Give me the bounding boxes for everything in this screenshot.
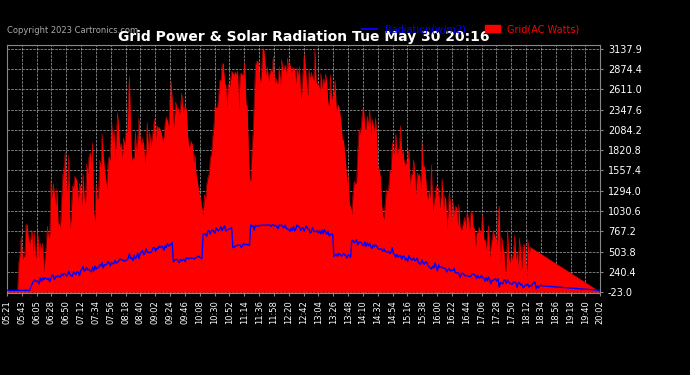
Legend: Radiation(w/m2), Grid(AC Watts): Radiation(w/m2), Grid(AC Watts) bbox=[359, 20, 584, 38]
Title: Grid Power & Solar Radiation Tue May 30 20:16: Grid Power & Solar Radiation Tue May 30 … bbox=[118, 30, 489, 44]
Text: Copyright 2023 Cartronics.com: Copyright 2023 Cartronics.com bbox=[7, 26, 138, 35]
